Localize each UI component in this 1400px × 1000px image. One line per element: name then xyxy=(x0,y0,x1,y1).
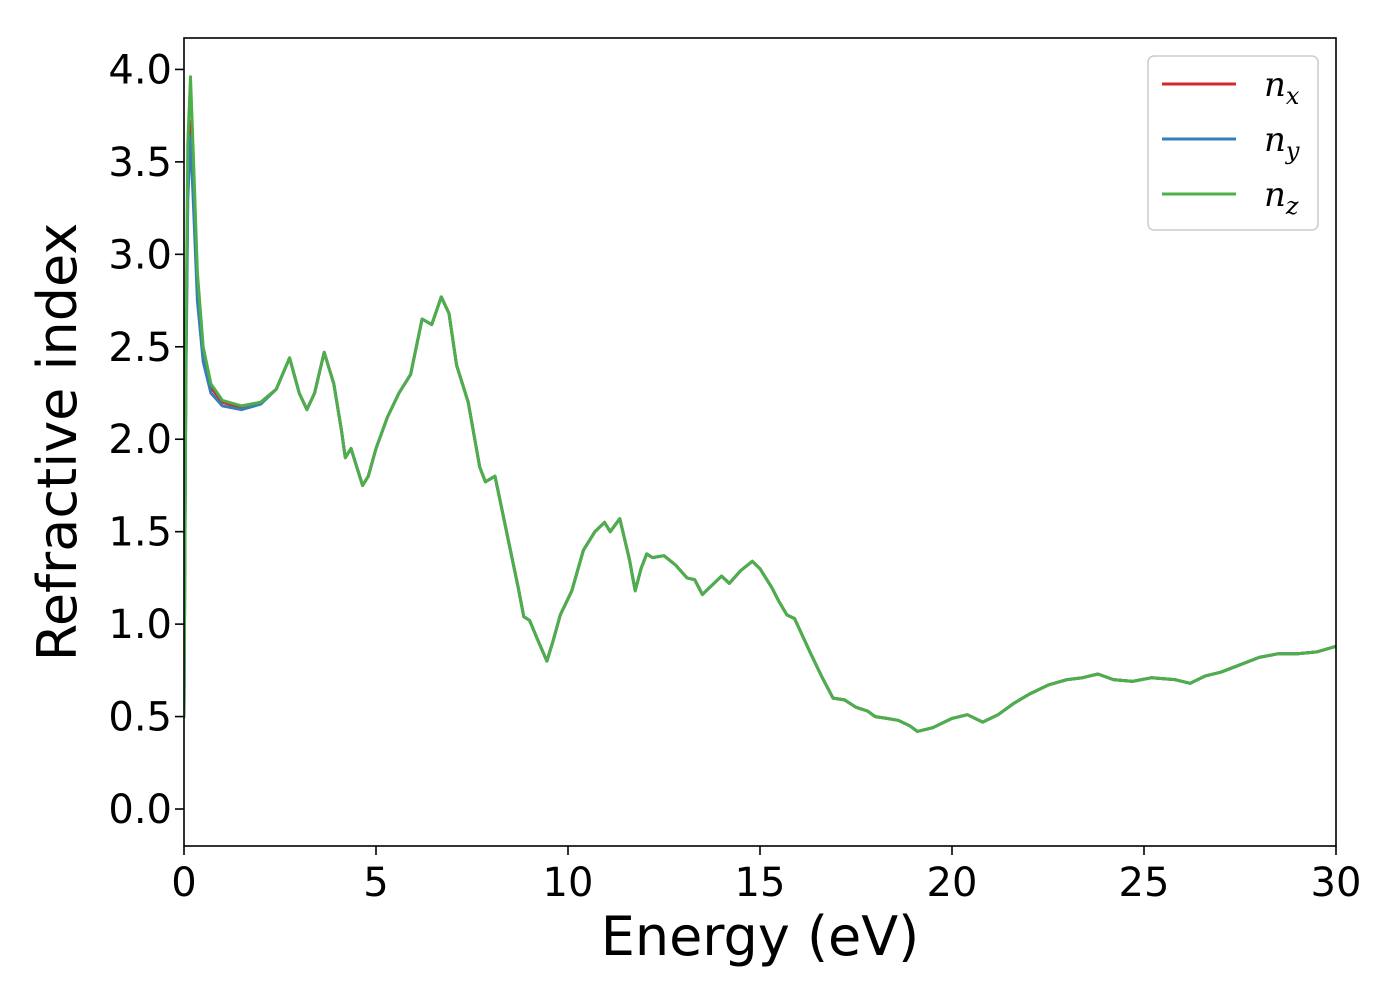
y-tick-label: 0.0 xyxy=(108,787,172,833)
y-tick-label: 1.0 xyxy=(108,602,172,648)
legend-label-base: n xyxy=(1264,120,1286,160)
x-tick-label: 30 xyxy=(1311,860,1362,906)
x-tick-label: 0 xyxy=(171,860,196,906)
legend-label-subscript: y xyxy=(1285,137,1300,165)
y-tick-label: 2.0 xyxy=(108,417,172,463)
legend-label-subscript: x xyxy=(1286,82,1300,110)
y-axis-label: Refractive index xyxy=(26,223,89,662)
series-layer xyxy=(184,75,1336,733)
y-tick-label: 4.0 xyxy=(108,47,172,93)
x-axis-ticks: 0 5 10 15 20 25 30 xyxy=(171,846,1361,906)
y-axis-ticks: 0.0 0.5 1.0 1.5 2.0 2.5 3.0 3.5 4.0 xyxy=(108,47,184,833)
legend-label-nz: nz xyxy=(1264,175,1299,220)
x-tick-label: 5 xyxy=(363,860,388,906)
series-line-nz xyxy=(184,75,1336,733)
legend-label-ny: ny xyxy=(1264,120,1300,165)
x-axis-label: Energy (eV) xyxy=(601,905,920,968)
legend-label-subscript: z xyxy=(1285,192,1299,220)
x-tick-label: 20 xyxy=(927,860,978,906)
y-tick-label: 1.5 xyxy=(108,510,172,556)
y-tick-label: 0.5 xyxy=(108,695,172,741)
y-tick-label: 2.5 xyxy=(108,325,172,371)
legend-label-base: n xyxy=(1264,175,1286,215)
y-tick-label: 3.5 xyxy=(108,140,172,186)
x-tick-label: 15 xyxy=(735,860,786,906)
x-tick-label: 10 xyxy=(543,860,594,906)
y-tick-label: 3.0 xyxy=(108,232,172,278)
x-tick-label: 25 xyxy=(1119,860,1170,906)
legend-label-base: n xyxy=(1264,65,1286,105)
legend-box xyxy=(1147,55,1319,231)
plot-background xyxy=(184,38,1336,846)
legend-label-nx: nx xyxy=(1264,65,1300,110)
